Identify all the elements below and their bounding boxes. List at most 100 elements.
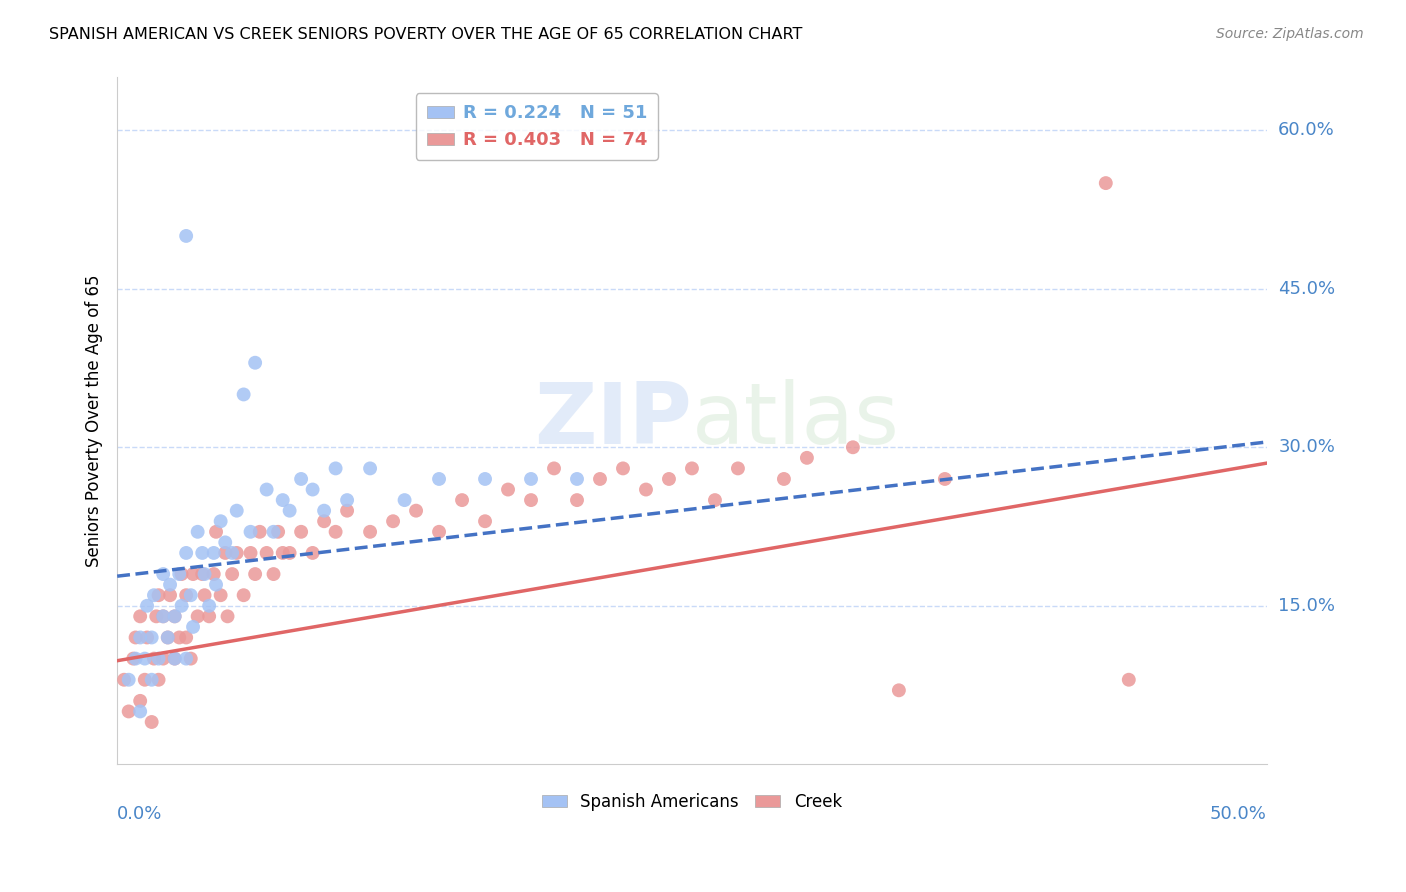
Point [152, 609, 174, 624]
Text: 30.0%: 30.0% [1278, 438, 1336, 457]
Text: 50.0%: 50.0% [1211, 805, 1267, 823]
Point [256, 483, 278, 497]
Point [198, 599, 221, 613]
Point [136, 631, 159, 645]
Point [256, 546, 278, 560]
Point [148, 673, 170, 687]
Text: Source: ZipAtlas.com: Source: ZipAtlas.com [1216, 27, 1364, 41]
Point [143, 588, 166, 602]
Point [887, 683, 910, 698]
Text: 15.0%: 15.0% [1278, 597, 1336, 615]
Point [174, 631, 197, 645]
Point [174, 651, 197, 665]
Point [336, 493, 359, 508]
Point [152, 609, 174, 624]
Point [163, 651, 186, 665]
Point [122, 651, 145, 665]
Point [612, 461, 634, 475]
Point [427, 472, 450, 486]
Point [359, 461, 381, 475]
Point [394, 493, 416, 508]
Point [278, 546, 301, 560]
Point [174, 546, 197, 560]
Point [129, 705, 152, 719]
Point [193, 567, 215, 582]
Point [727, 461, 749, 475]
Point [118, 673, 141, 687]
Point [198, 609, 221, 624]
Point [243, 356, 266, 370]
Point [141, 673, 163, 687]
Point [193, 588, 215, 602]
Point [159, 577, 181, 591]
Point [124, 631, 146, 645]
Point [141, 631, 163, 645]
Point [181, 567, 204, 582]
Point [543, 461, 565, 475]
Point [232, 588, 254, 602]
Point [156, 631, 179, 645]
Point [174, 229, 197, 244]
Point [148, 588, 170, 602]
Point [239, 524, 262, 539]
Point [520, 472, 543, 486]
Y-axis label: Seniors Poverty Over the Age of 65: Seniors Poverty Over the Age of 65 [86, 275, 103, 567]
Point [1094, 176, 1116, 190]
Point [325, 524, 347, 539]
Point [263, 524, 285, 539]
Point [170, 567, 193, 582]
Point [796, 450, 818, 465]
Point [565, 472, 588, 486]
Point [271, 493, 294, 508]
Point [180, 588, 202, 602]
Point [658, 472, 681, 486]
Point [496, 483, 519, 497]
Point [205, 577, 228, 591]
Text: ZIP: ZIP [534, 379, 692, 462]
Point [405, 504, 427, 518]
Point [180, 651, 202, 665]
Point [221, 546, 243, 560]
Text: SPANISH AMERICAN VS CREEK SENIORS POVERTY OVER THE AGE OF 65 CORRELATION CHART: SPANISH AMERICAN VS CREEK SENIORS POVERT… [49, 27, 803, 42]
Point [152, 567, 174, 582]
Point [290, 472, 312, 486]
Text: 60.0%: 60.0% [1278, 121, 1334, 139]
Point [191, 567, 214, 582]
Point [681, 461, 703, 475]
Point [163, 609, 186, 624]
Point [301, 546, 323, 560]
Point [249, 524, 271, 539]
Point [143, 651, 166, 665]
Point [167, 567, 190, 582]
Point [187, 609, 209, 624]
Point [589, 472, 612, 486]
Point [451, 493, 474, 508]
Point [134, 651, 156, 665]
Point [118, 705, 141, 719]
Point [145, 609, 167, 624]
Point [141, 714, 163, 729]
Point [202, 546, 225, 560]
Point [163, 609, 186, 624]
Point [170, 599, 193, 613]
Point [136, 599, 159, 613]
Point [214, 546, 236, 560]
Point [314, 514, 336, 528]
Point [225, 546, 247, 560]
Point [634, 483, 657, 497]
Point [278, 504, 301, 518]
Point [520, 493, 543, 508]
Point [134, 673, 156, 687]
Text: atlas: atlas [692, 379, 900, 462]
Text: 0.0%: 0.0% [117, 805, 163, 823]
Point [382, 514, 405, 528]
Legend: Spanish Americans, Creek: Spanish Americans, Creek [536, 787, 849, 818]
Point [267, 524, 290, 539]
Point [209, 514, 232, 528]
Point [221, 567, 243, 582]
Point [181, 620, 204, 634]
Point [148, 651, 170, 665]
Point [191, 546, 214, 560]
Point [773, 472, 796, 486]
Point [934, 472, 956, 486]
